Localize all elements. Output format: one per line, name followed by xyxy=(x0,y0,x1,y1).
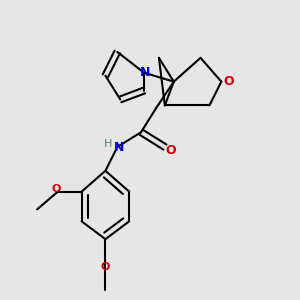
Text: H: H xyxy=(103,139,112,149)
Text: O: O xyxy=(224,75,234,88)
Text: O: O xyxy=(52,184,61,194)
Text: O: O xyxy=(101,262,110,272)
Text: N: N xyxy=(140,66,151,79)
Text: N: N xyxy=(114,140,124,154)
Text: O: O xyxy=(166,143,176,157)
